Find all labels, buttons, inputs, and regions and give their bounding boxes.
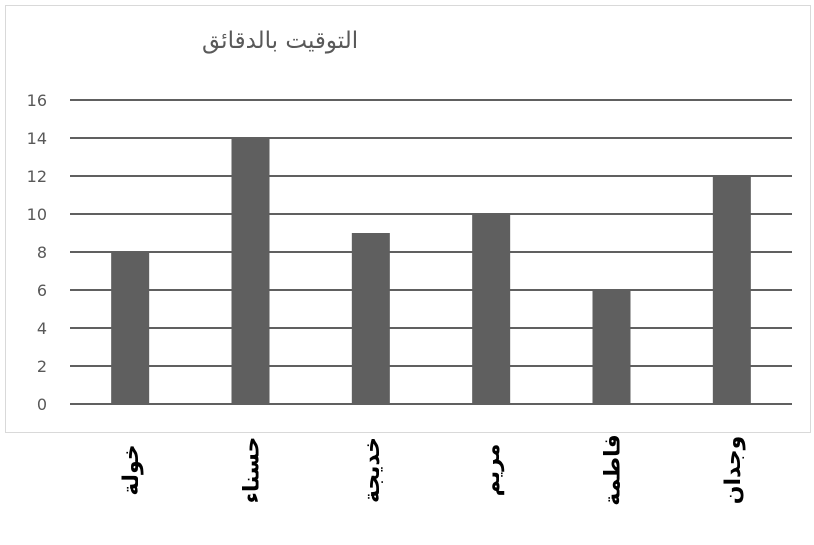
y-tick-label: 16 (27, 91, 47, 110)
chart-title: التوقيت بالدقائق (202, 28, 358, 54)
x-category-label: خولة (119, 444, 144, 495)
y-tick-label: 8 (37, 243, 47, 262)
y-axis-tick-labels: 0 2 4 6 8 10 12 14 16 (27, 91, 47, 414)
bars (111, 138, 751, 404)
y-tick-label: 14 (27, 129, 47, 148)
bar-1 (111, 252, 150, 404)
bar-5 (592, 290, 631, 404)
x-axis-category-labels: خولة حسناء خديجة مريم فاطمة وجدان (119, 434, 746, 505)
bar-3 (351, 233, 390, 404)
bar-6 (712, 176, 751, 404)
x-category-label: وجدان (721, 436, 746, 505)
x-category-label: خديجة (360, 437, 385, 503)
y-tick-label: 12 (27, 167, 47, 186)
y-tick-label: 6 (37, 281, 47, 300)
y-tick-label: 4 (37, 319, 47, 338)
x-category-label: فاطمة (601, 434, 626, 505)
x-category-label: مريم (480, 444, 505, 497)
y-tick-label: 10 (27, 205, 47, 224)
bar-2 (231, 138, 270, 404)
gridlines (70, 99, 792, 405)
y-tick-label: 2 (37, 357, 47, 376)
bar-4 (472, 214, 511, 404)
y-tick-label: 0 (37, 395, 47, 414)
x-category-label: حسناء (240, 437, 265, 504)
